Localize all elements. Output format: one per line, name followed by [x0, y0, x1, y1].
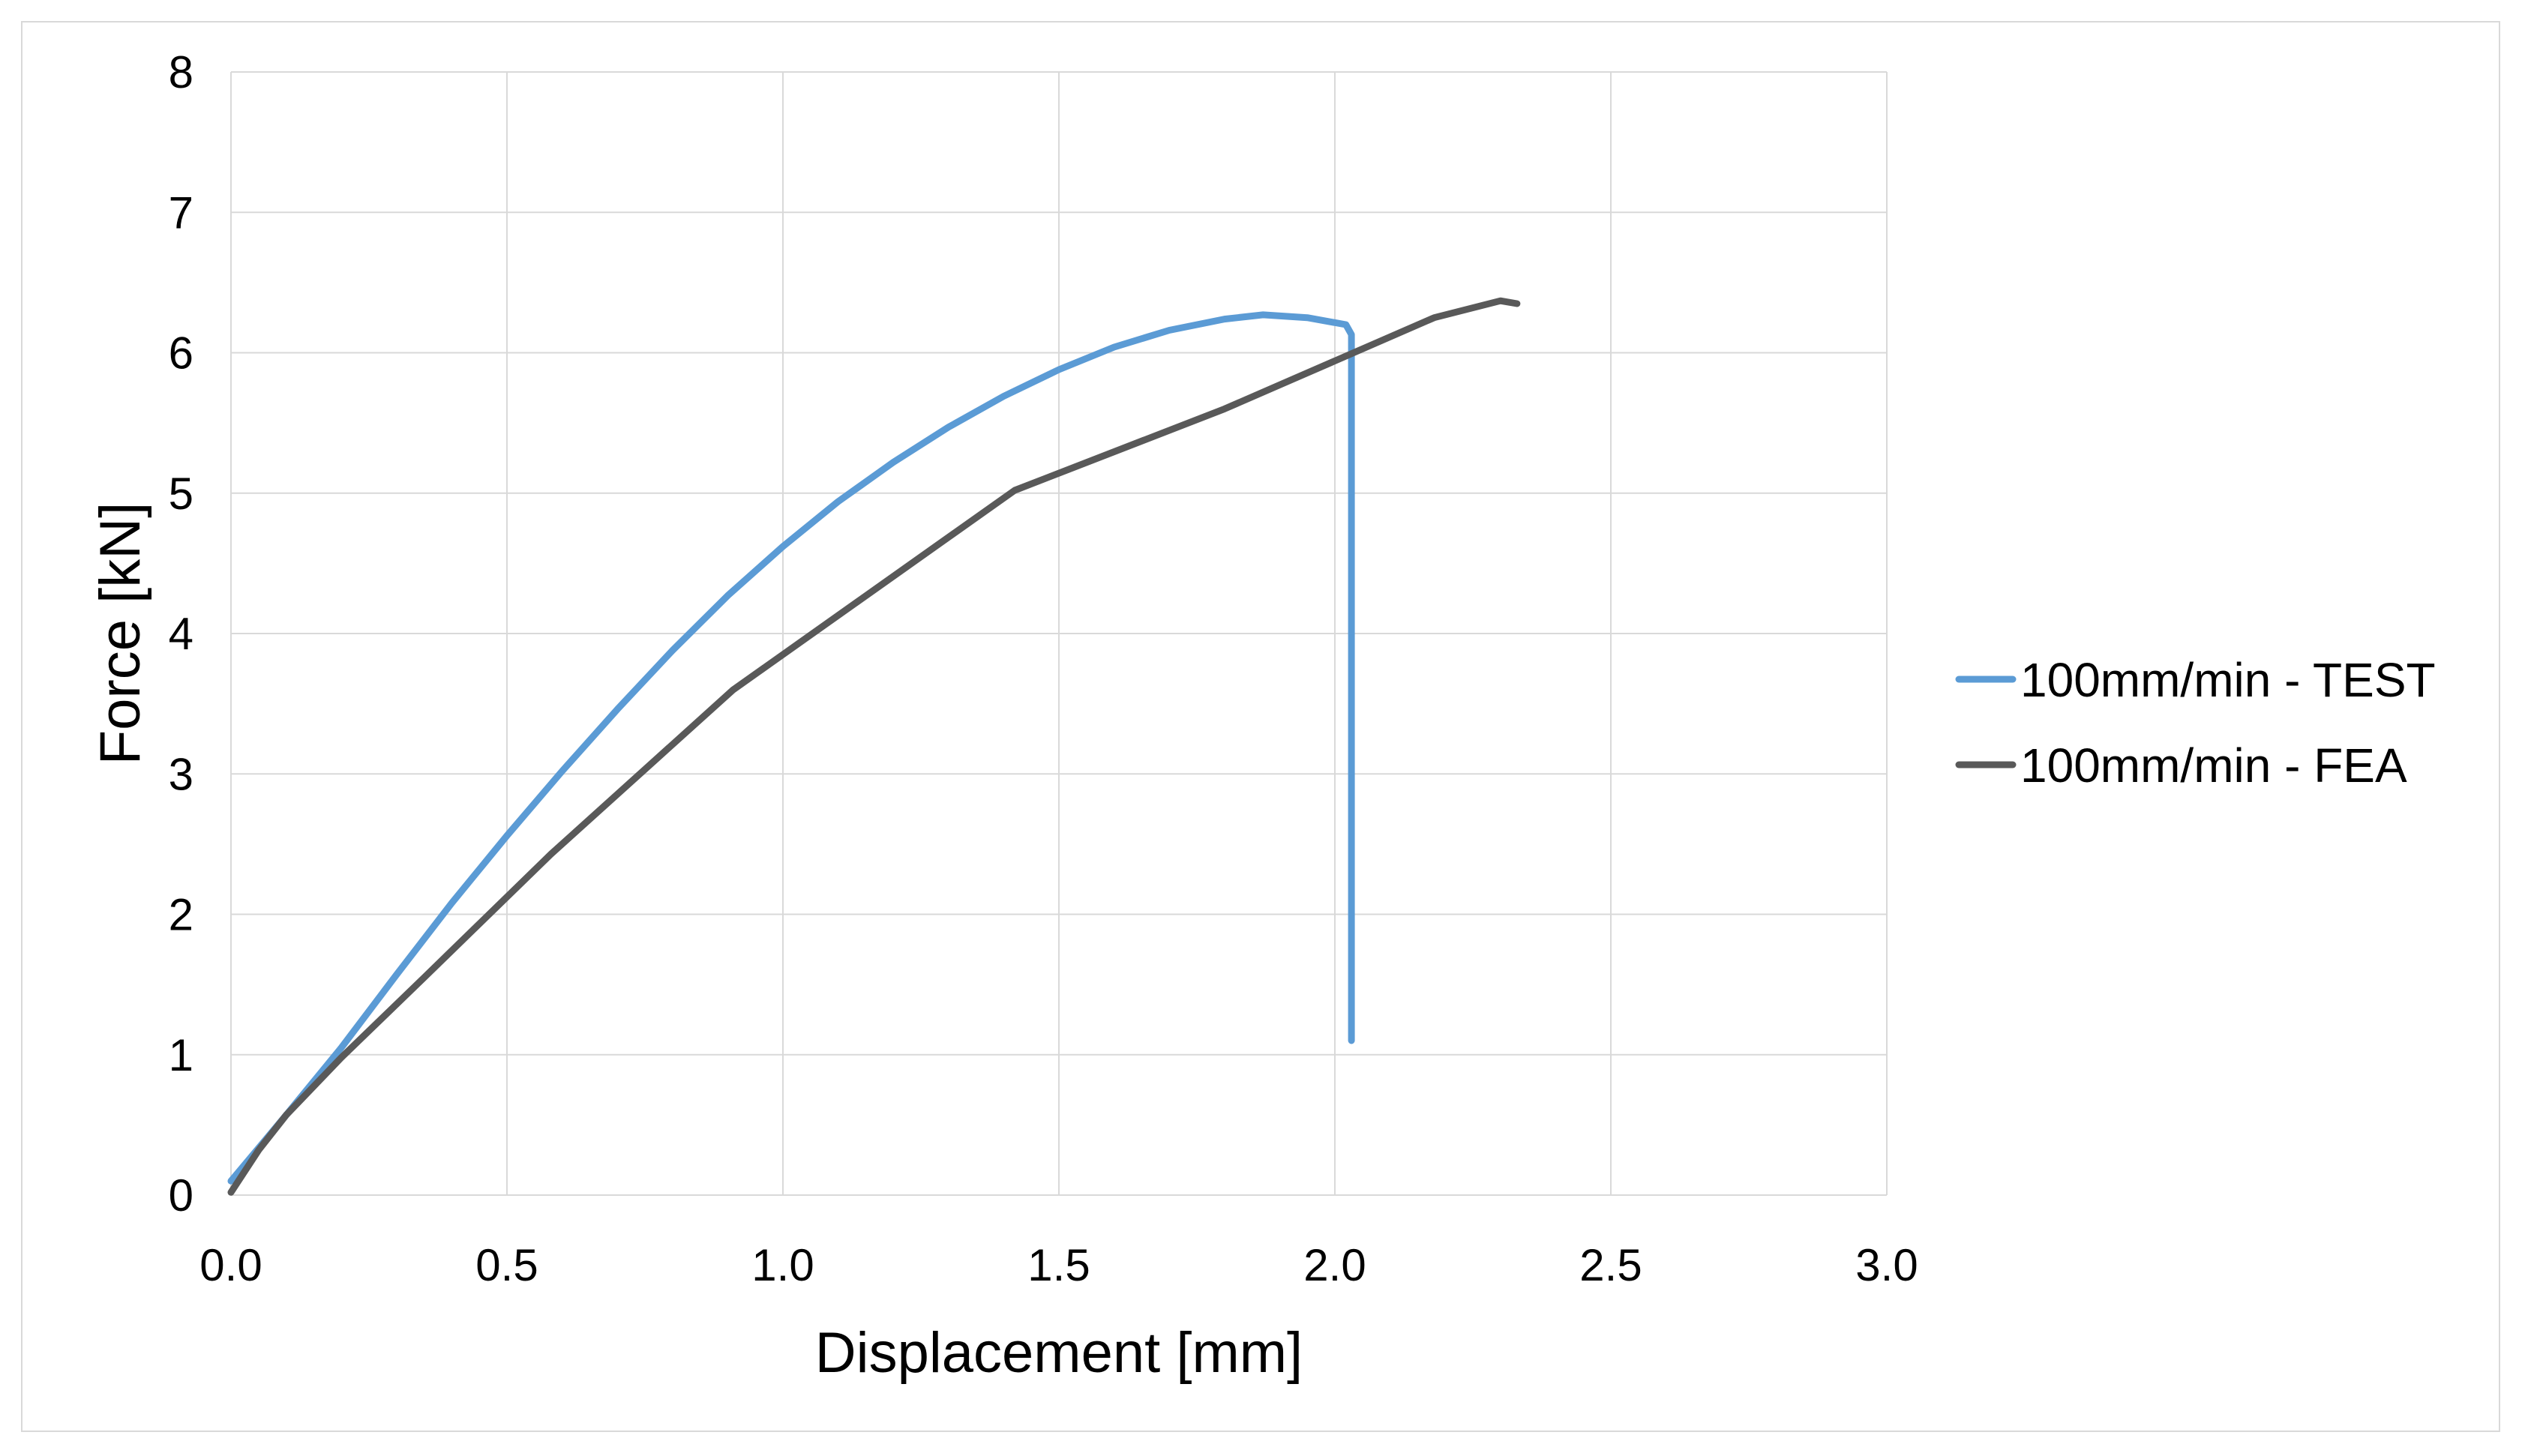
series-line-fea [227, 297, 1521, 1196]
x-tick-label: 2.5 [1579, 1240, 1642, 1290]
x-tick-label: 1.5 [1027, 1240, 1090, 1290]
legend: 100mm/min - TEST 100mm/min - FEA [1955, 653, 2436, 792]
y-tick-label: 3 [169, 749, 193, 799]
chart-svg: 0 1 2 3 4 5 6 7 8 0.0 0.5 1.0 1.5 2.0 2.5 3.0 Displacem… [88, 47, 2436, 1385]
x-tick-label: 0.0 [199, 1240, 262, 1290]
y-tick-label: 2 [169, 890, 193, 940]
chart-frame: 0 1 2 3 4 5 6 7 8 0.0 0.5 1.0 1.5 2.0 2.5 3.0 Displacem… [21, 21, 2500, 1432]
x-tick-label: 3.0 [1855, 1240, 1918, 1290]
series-line-test [227, 311, 1355, 1185]
grid-layer [230, 71, 1888, 1196]
y-axis-title: Force [kN] [88, 502, 152, 765]
y-tick-label: 7 [169, 187, 193, 238]
x-tick-label: 0.5 [475, 1240, 538, 1290]
y-tick-label: 0 [169, 1170, 193, 1221]
legend-label-test: 100mm/min - TEST [2020, 653, 2436, 707]
y-tick-label: 6 [169, 328, 193, 379]
y-tick-label: 5 [169, 469, 193, 519]
y-tick-label: 1 [169, 1030, 193, 1080]
x-tick-label: 2.0 [1303, 1240, 1366, 1290]
series-layer [227, 297, 1521, 1196]
legend-label-fea: 100mm/min - FEA [2020, 738, 2407, 792]
y-tick-label: 4 [169, 609, 193, 659]
y-tick-label: 8 [169, 47, 193, 97]
x-axis-title: Displacement [mm] [815, 1321, 1303, 1385]
x-tick-label: 1.0 [751, 1240, 814, 1290]
tick-layer: 0 1 2 3 4 5 6 7 8 0.0 0.5 1.0 1.5 2.0 2.5 3.0 [169, 47, 1918, 1290]
